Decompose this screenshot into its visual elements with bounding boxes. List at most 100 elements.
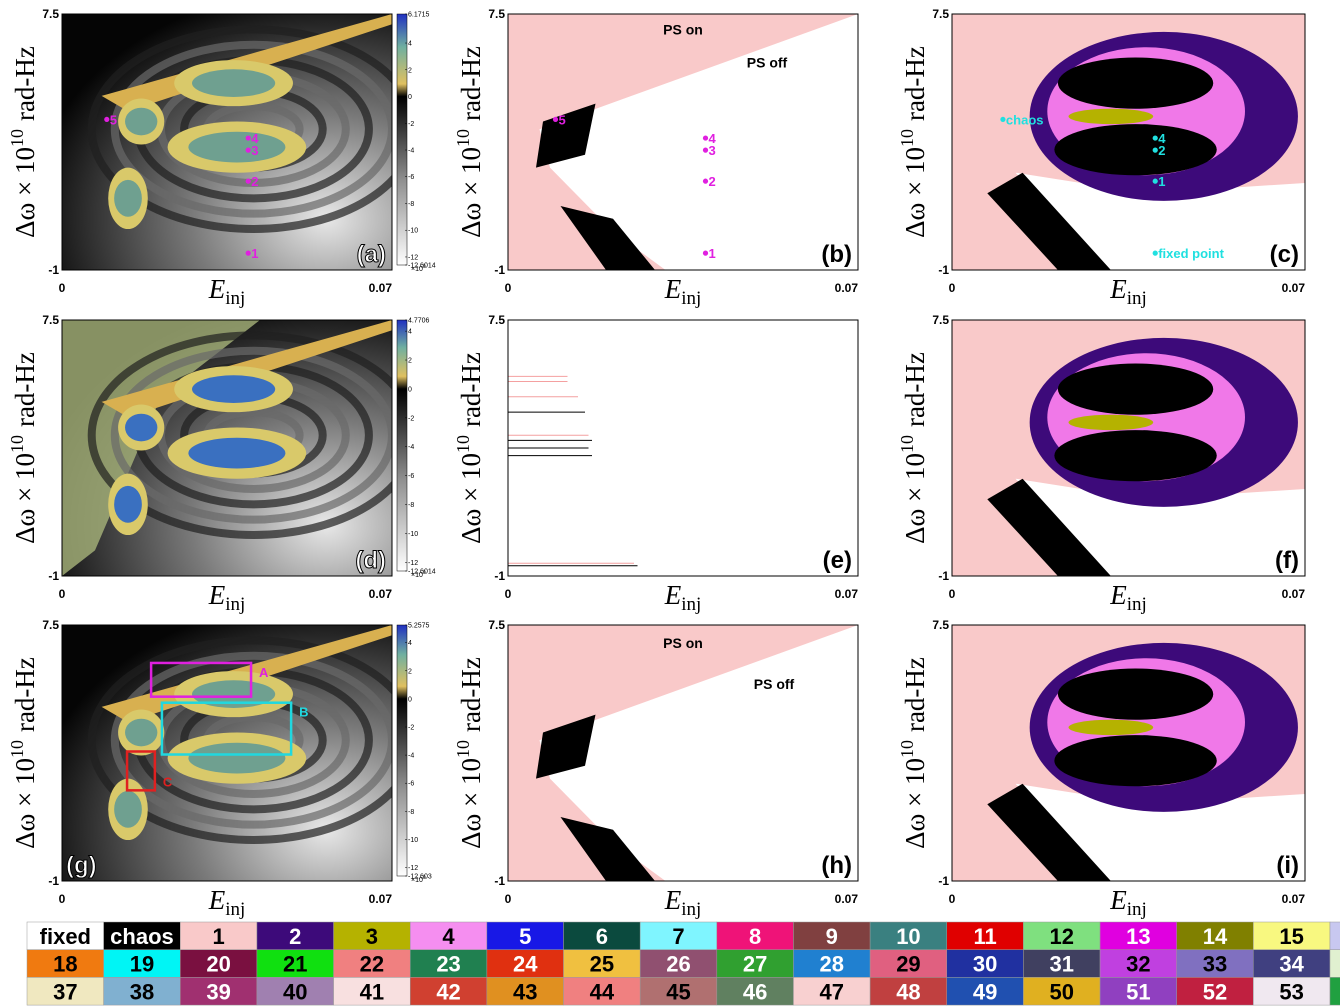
y-tick-label: 7.5	[932, 618, 949, 632]
panel-map	[952, 625, 1305, 881]
y-axis-label: Δω × 1010 rad-Hz	[453, 657, 486, 849]
legend-swatch	[639, 949, 718, 978]
legend-swatch	[946, 921, 1024, 950]
x-tick-label: 0	[505, 587, 512, 601]
legend-swatch	[26, 949, 104, 978]
legend-swatch	[1253, 977, 1331, 1006]
legend-label: 15	[1279, 924, 1303, 949]
y-axis-label: Δω × 1010 rad-Hz	[897, 46, 930, 238]
legend-label: 38	[130, 979, 154, 1004]
x-tick-label: 0.07	[835, 892, 859, 906]
legend-label: 32	[1126, 952, 1150, 977]
legend-label: fixed	[40, 924, 91, 949]
legend-label: 5	[519, 924, 531, 949]
legend-swatch	[180, 949, 258, 978]
legend-swatch	[409, 977, 488, 1006]
colorbar-tick-label: 4.7706	[408, 318, 430, 325]
y-tick-label: -1	[48, 569, 59, 583]
y-axis-label-unit: rad-Hz	[900, 46, 930, 121]
legend-swatch	[1099, 921, 1177, 950]
y-tick-label: 7.5	[488, 313, 505, 327]
x-axis-label: Einj	[208, 885, 246, 920]
colorbar-unit-base: ×10	[411, 572, 423, 579]
marker-point	[1152, 250, 1158, 256]
x-axis-label: Einj	[208, 274, 246, 309]
panel-map	[62, 320, 392, 576]
marker-label: 2	[709, 174, 716, 189]
x-axis-label-base: E	[664, 580, 682, 610]
y-axis-label-base: Δω × 10	[900, 147, 930, 238]
marker-label: fixed point	[1158, 246, 1224, 261]
colorbar-tick-label: -12	[408, 254, 418, 261]
colorbar-tick-label: 4	[408, 640, 412, 647]
map-region	[125, 718, 158, 747]
legend-label: 1	[212, 924, 224, 949]
y-axis-label-base: Δω × 10	[456, 453, 486, 544]
colorbar-tick-label: -8	[408, 502, 414, 509]
region-box	[149, 661, 253, 698]
y-axis-label-unit: rad-Hz	[456, 657, 486, 732]
marker-label: 1	[1158, 174, 1165, 189]
x-axis-label-sub: inj	[681, 899, 701, 920]
marker-label: 5	[110, 112, 117, 127]
y-tick-label: -1	[494, 874, 505, 888]
panel-frame	[507, 319, 859, 577]
annotation: PS on	[663, 21, 703, 37]
x-axis-label-sub: inj	[1127, 899, 1147, 920]
y-tick-label: -1	[494, 263, 505, 277]
y-axis-label-base: Δω × 10	[456, 758, 486, 849]
x-axis-label-sub: inj	[681, 594, 701, 615]
map-region	[1057, 668, 1214, 720]
y-axis-label-unit: rad-Hz	[456, 352, 486, 427]
marker-label: 3	[251, 143, 258, 158]
colorbar-unit-base: ×10	[411, 266, 423, 273]
x-tick-label: 0	[505, 281, 512, 295]
legend-label: 3	[366, 924, 378, 949]
legend-swatch	[946, 977, 1024, 1006]
map-region	[114, 485, 142, 523]
x-axis-label-base: E	[208, 580, 226, 610]
legend-swatch	[793, 949, 871, 978]
panel-frame	[61, 624, 393, 882]
x-axis-label: Einj	[1109, 274, 1147, 309]
legend-label: 31	[1049, 952, 1073, 977]
marker-label: chaos	[1006, 112, 1044, 127]
x-axis-label-base: E	[664, 885, 682, 915]
x-axis-label: Einj	[1109, 885, 1147, 920]
legend-swatch	[1329, 949, 1340, 978]
legend-label: 22	[360, 952, 384, 977]
colorbar	[396, 13, 408, 266]
y-axis-label-base: Δω × 10	[456, 147, 486, 238]
colorbar-tick-label: 2	[408, 358, 412, 365]
colorbar-tick-label: -12.6014	[408, 569, 436, 576]
x-tick-label: 0.07	[369, 892, 393, 906]
x-axis-label: Einj	[664, 274, 702, 309]
y-axis-label: Δω × 1010 rad-Hz	[7, 352, 40, 544]
marker-point	[1152, 147, 1158, 153]
legend-label: 45	[666, 979, 690, 1004]
marker-point	[1152, 178, 1158, 184]
legend-label: 8	[749, 924, 761, 949]
colorbar-tick-label: -6	[408, 174, 414, 181]
marker-label: 4	[251, 131, 259, 146]
colorbar-tick-label: 0	[408, 386, 412, 393]
map-region	[987, 478, 1111, 576]
x-axis-label: Einj	[664, 580, 702, 615]
marker-point	[104, 116, 110, 123]
y-axis-label-base: Δω × 10	[10, 758, 40, 849]
x-axis-label-base: E	[664, 274, 682, 304]
legend-label: 25	[590, 952, 614, 977]
x-axis-label-base: E	[1109, 274, 1127, 304]
region-box	[125, 750, 157, 792]
region-label: C	[163, 774, 173, 789]
panel-frame	[951, 13, 1306, 271]
y-axis-label: Δω × 1010 rad-Hz	[897, 657, 930, 849]
y-axis-label-unit: rad-Hz	[900, 352, 930, 427]
y-axis-label-base: Δω × 10	[900, 453, 930, 544]
map-region	[192, 375, 276, 403]
panel-frame	[61, 13, 393, 271]
y-axis-label-sup: 10	[453, 435, 473, 453]
colorbar	[396, 624, 408, 877]
